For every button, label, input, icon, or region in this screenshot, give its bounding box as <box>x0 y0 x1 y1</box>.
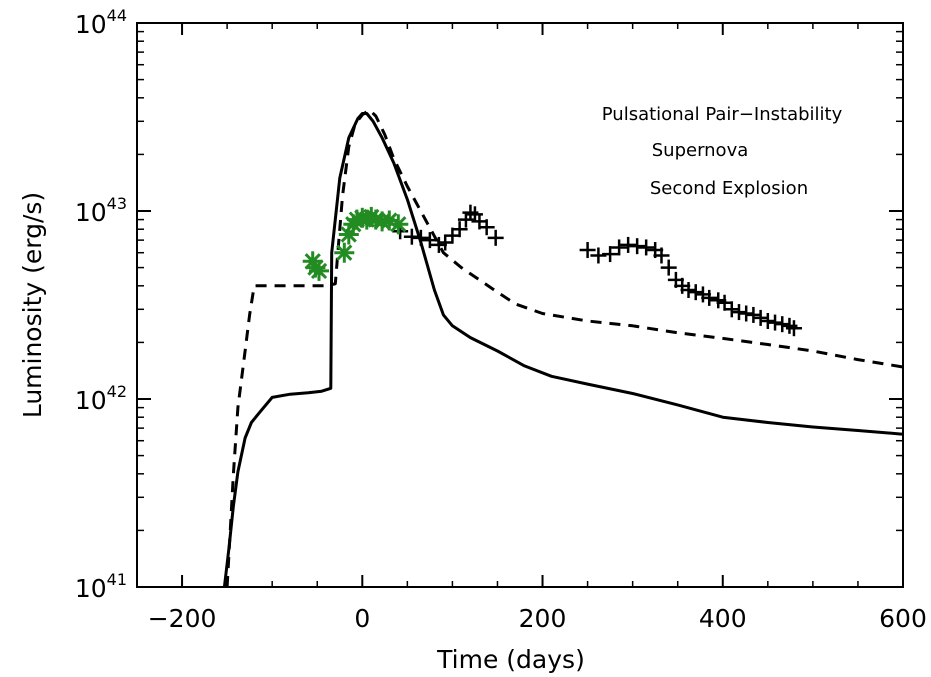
data-point-plus <box>602 246 619 263</box>
data-point-plus <box>653 247 670 264</box>
y-tick-label: 1041 <box>75 570 127 603</box>
data-point-plus <box>487 229 504 246</box>
data-point-star <box>309 260 329 281</box>
x-tick-label: 200 <box>519 604 567 633</box>
data-point-star <box>388 214 409 235</box>
x-tick-label: 600 <box>879 604 927 633</box>
plot-frame <box>136 22 904 588</box>
data-point-plus <box>723 301 740 318</box>
x-tick-label: 400 <box>699 604 747 633</box>
data-point-plus <box>629 238 646 255</box>
data-point-plus <box>785 320 802 337</box>
data-point-plus <box>451 221 468 238</box>
y-tick-label: 1043 <box>75 194 127 227</box>
x-tick-label: −200 <box>148 604 217 633</box>
annotation-line-1: Pulsational Pair−Instability <box>602 104 843 125</box>
data-point-plus <box>421 232 438 249</box>
data-point-plus <box>687 284 704 301</box>
plot-content <box>222 108 903 587</box>
data-point-plus <box>774 316 791 333</box>
data-point-plus <box>738 305 755 322</box>
x-axis-label: Time (days) <box>436 645 585 674</box>
data-point-plus <box>611 239 628 256</box>
y-tick-label: 1042 <box>75 382 127 415</box>
axes: −200 0 200 400 600 1041 1042 1043 1044 <box>75 6 927 633</box>
data-point-plus <box>579 242 596 259</box>
data-point-plus <box>638 239 655 256</box>
data-point-plus <box>730 304 747 321</box>
data-point-plus <box>590 247 607 264</box>
series-line-model-solid <box>222 112 903 587</box>
data-point-plus <box>478 219 495 236</box>
data-point-plus <box>767 314 784 331</box>
annotation-line-2: Supernova <box>652 140 749 161</box>
data-point-plus <box>752 309 769 326</box>
data-point-plus <box>745 306 762 323</box>
data-point-plus <box>437 234 454 251</box>
x-tick-label: 0 <box>354 604 370 633</box>
data-point-star <box>334 242 355 263</box>
data-point-plus <box>680 282 697 299</box>
data-point-plus <box>701 289 718 306</box>
y-tick-label: 1044 <box>75 6 127 39</box>
y-axis-label: Luminosity (erg/s) <box>18 192 47 418</box>
annotation-line-3: Second Explosion <box>650 178 808 199</box>
data-point-plus <box>759 312 776 329</box>
data-point-plus <box>412 229 429 246</box>
data-point-plus <box>660 259 677 276</box>
